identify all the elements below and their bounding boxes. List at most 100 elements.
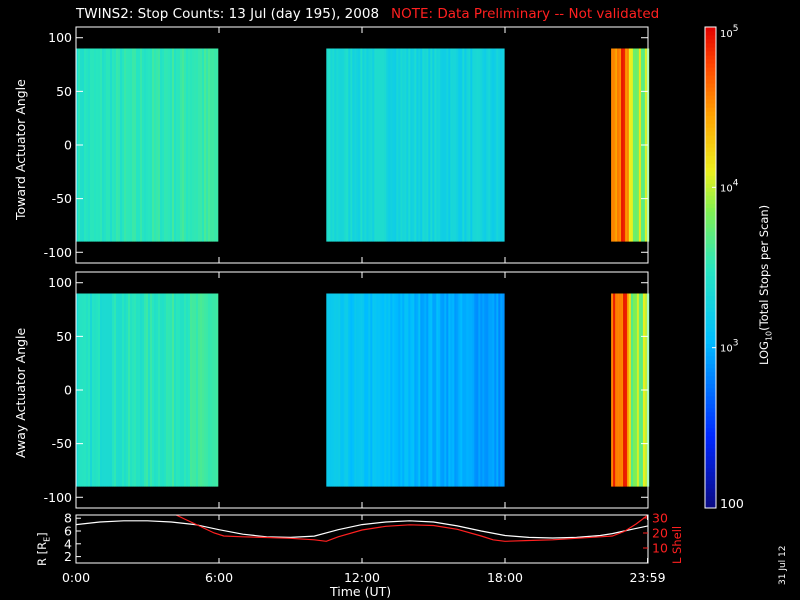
heatmap-column (426, 293, 429, 487)
colorbar-cell (705, 147, 716, 152)
heatmap-column (613, 293, 616, 487)
heatmap-column (338, 48, 341, 242)
heatmap-column (356, 48, 359, 242)
heatmap-column (364, 293, 367, 487)
heatmap-column (330, 293, 333, 487)
heatmap-column (627, 293, 630, 487)
l-shell-line (175, 515, 648, 542)
colorbar-cell (705, 459, 716, 465)
heatmap-column (500, 293, 503, 487)
colorbar-cell (705, 391, 716, 397)
heatmap-column (182, 293, 185, 487)
heatmap-column (328, 48, 331, 242)
colorbar-tick-exp: 3 (733, 339, 739, 349)
heatmap-column (400, 48, 403, 242)
heatmap-column (452, 48, 455, 242)
heatmap-column (426, 48, 429, 242)
colorbar-cell (705, 143, 716, 148)
x-axis-label: Time (UT) (330, 584, 392, 599)
heatmap-column (404, 48, 407, 242)
colorbar-cell (705, 83, 716, 88)
heatmap-column (176, 293, 179, 487)
heatmap-column (168, 293, 171, 487)
colorbar-cell (705, 415, 716, 421)
heatmap-column (628, 48, 632, 242)
heatmap-column (490, 293, 493, 487)
heatmap-column (476, 293, 479, 487)
heatmap-column (474, 293, 477, 487)
heatmap-column (144, 293, 147, 487)
colorbar-cell (705, 167, 716, 172)
colorbar-cell (705, 295, 716, 301)
heatmap-column (158, 293, 161, 487)
colorbar-cell (705, 251, 716, 256)
toward-axis-label: Toward Actuator Angle (13, 79, 28, 220)
heatmap-column (160, 293, 163, 487)
colorbar-cell (705, 235, 716, 240)
heatmap-column (480, 48, 483, 242)
heatmap-column (106, 48, 109, 242)
heatmap-column (114, 48, 117, 242)
heatmap-column (152, 293, 155, 487)
heatmap-column (92, 293, 95, 487)
colorbar-cell (705, 331, 716, 337)
colorbar-cell (705, 283, 716, 288)
colorbar-cell (705, 227, 716, 232)
heatmap-column (334, 293, 337, 487)
heatmap-column (625, 293, 628, 487)
heatmap-column (196, 48, 199, 242)
heatmap-column (340, 48, 343, 242)
heatmap-column (468, 48, 471, 242)
heatmap-column (102, 48, 105, 242)
heatmap-column (392, 48, 395, 242)
heatmap-segment (611, 293, 630, 487)
heatmap-column (116, 293, 119, 487)
heatmap-column (96, 48, 99, 242)
heatmap-column (366, 293, 369, 487)
colorbar-tick-label: 104 (720, 178, 739, 194)
heatmap-column (408, 293, 411, 487)
colorbar-tick-base: 10 (720, 29, 733, 40)
heatmap-column (172, 48, 175, 242)
heatmap-column (96, 293, 99, 487)
heatmap-column (194, 293, 197, 487)
heatmap-column (498, 293, 501, 487)
colorbar-cell (705, 399, 716, 405)
heatmap-column (392, 293, 395, 487)
heatmap-column (358, 48, 361, 242)
heatmap-column (210, 48, 213, 242)
heatmap-column (128, 48, 131, 242)
heatmap-column (406, 48, 409, 242)
colorbar-cell (705, 219, 716, 224)
colorbar-cell (705, 255, 716, 260)
colorbar-cell (705, 203, 716, 208)
heatmap-column (110, 293, 113, 487)
heatmap-column (216, 293, 219, 487)
heatmap-column (88, 48, 91, 242)
heatmap-column (412, 48, 415, 242)
heatmap-column (496, 48, 499, 242)
heatmap-column (200, 48, 203, 242)
heatmap-column (436, 48, 439, 242)
heatmap-column (124, 48, 127, 242)
heatmap-column (196, 293, 199, 487)
heatmap-column (394, 293, 397, 487)
heatmap-column (212, 293, 215, 487)
colorbar-cell (705, 423, 716, 429)
heatmap-column (162, 48, 165, 242)
heatmap-column (416, 293, 419, 487)
heatmap-column (92, 48, 95, 242)
heatmap-column (382, 48, 385, 242)
r-tick-label: 4 (64, 536, 72, 551)
heatmap-column (86, 48, 89, 242)
heatmap-column (628, 293, 632, 487)
colorbar-cell (705, 355, 716, 361)
colorbar-cell (705, 43, 716, 48)
heatmap-column (176, 48, 179, 242)
heatmap-column (460, 293, 463, 487)
heatmap-column (474, 48, 477, 242)
colorbar-cell (705, 411, 716, 417)
heatmap-column (360, 48, 363, 242)
colorbar-cell (705, 431, 716, 437)
